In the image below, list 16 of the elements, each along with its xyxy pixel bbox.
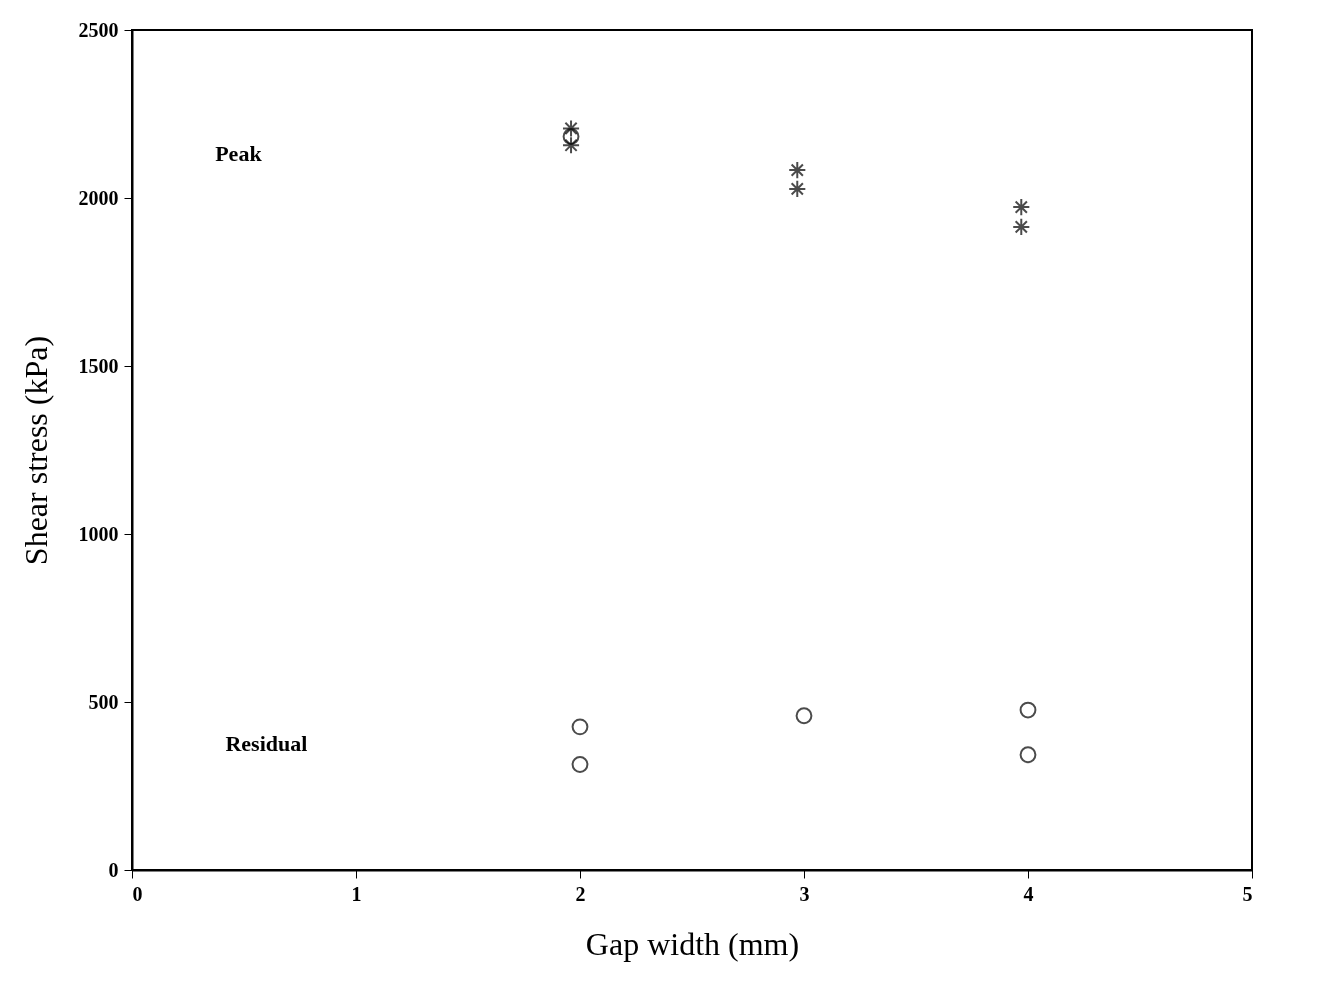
y-tick-label: 1000 [78, 522, 119, 545]
y-axis-title: Shear stress (kPa) [17, 335, 54, 566]
y-tick-label: 2000 [78, 186, 119, 209]
x-axis-title: Gap width (mm) [585, 925, 800, 962]
annotation: Residual [225, 731, 308, 756]
x-tick-label: 4 [1023, 882, 1034, 905]
x-tick-label: 5 [1242, 882, 1253, 905]
x-tick-label: 3 [799, 882, 810, 905]
x-tick-label: 2 [575, 882, 586, 905]
x-tick-label: 1 [351, 882, 362, 905]
y-tick-label: 0 [108, 858, 119, 881]
y-tick-label: 2500 [78, 18, 119, 41]
annotation: Peak [215, 141, 263, 167]
y-tick-label: 1500 [78, 354, 119, 377]
y-tick-label: 500 [88, 690, 119, 713]
x-tick-label: 0 [132, 882, 143, 905]
